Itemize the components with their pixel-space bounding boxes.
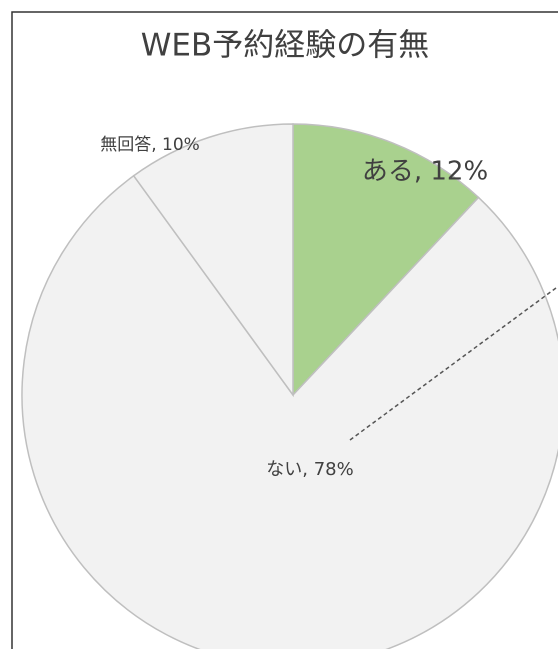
pie-slice	[292, 123, 480, 397]
pie-slice	[21, 174, 558, 649]
chart-title: WEB予約経験の有無	[141, 28, 430, 64]
data-label: ない, 78%	[266, 459, 353, 480]
data-label: ある, 12%	[362, 157, 488, 187]
data-label: 無回答, 10%	[100, 135, 200, 155]
pie-slice	[132, 123, 294, 398]
pie	[21, 123, 558, 649]
leader-line	[349, 287, 557, 441]
